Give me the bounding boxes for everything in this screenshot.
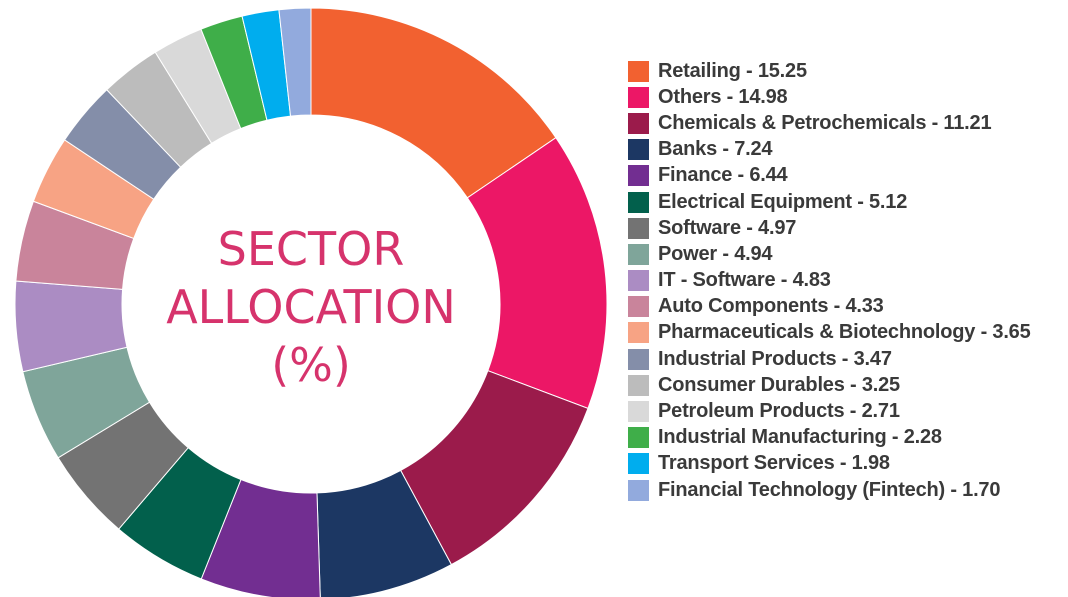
legend-label: Petroleum Products - 2.71 xyxy=(658,400,900,423)
legend-item: Electrical Equipment - 5.12 xyxy=(628,189,1031,215)
legend-item: Others - 14.98 xyxy=(628,84,1031,110)
legend-label: Banks - 7.24 xyxy=(658,138,773,161)
legend-label: Others - 14.98 xyxy=(658,85,788,108)
legend-label: Electrical Equipment - 5.12 xyxy=(658,190,908,213)
legend-label: Consumer Durables - 3.25 xyxy=(658,373,900,396)
legend-label: Transport Services - 1.98 xyxy=(658,452,890,475)
legend-label: Retailing - 15.25 xyxy=(658,59,807,82)
legend-swatch xyxy=(628,479,649,501)
legend-item: Industrial Products - 3.47 xyxy=(628,346,1031,372)
sector-allocation-chart: SECTOR ALLOCATION (%) xyxy=(14,7,608,597)
legend-item: Financial Technology (Fintech) - 1.70 xyxy=(628,477,1031,503)
legend-label: Software - 4.97 xyxy=(658,216,797,239)
legend-swatch xyxy=(628,270,649,292)
legend-swatch xyxy=(628,453,649,475)
legend-swatch xyxy=(628,401,649,423)
legend-item: Pharmaceuticals & Biotechnology - 3.65 xyxy=(628,320,1031,346)
legend-item: IT - Software - 4.83 xyxy=(628,268,1031,294)
legend-label: Industrial Products - 3.47 xyxy=(658,347,892,370)
legend-label: Financial Technology (Fintech) - 1.70 xyxy=(658,478,1001,501)
legend-swatch xyxy=(628,374,649,396)
legend-item: Petroleum Products - 2.71 xyxy=(628,398,1031,424)
legend-swatch xyxy=(628,243,649,265)
legend-item: Retailing - 15.25 xyxy=(628,58,1031,84)
legend-label: Power - 4.94 xyxy=(658,242,773,265)
legend-label: Auto Components - 4.33 xyxy=(658,295,884,318)
chart-title-line-1: SECTOR xyxy=(217,222,405,276)
legend-item: Power - 4.94 xyxy=(628,241,1031,267)
legend-item: Banks - 7.24 xyxy=(628,137,1031,163)
legend-swatch xyxy=(628,112,649,134)
legend-swatch xyxy=(628,296,649,318)
legend-swatch xyxy=(628,60,649,82)
legend-swatch xyxy=(628,139,649,161)
legend-label: Chemicals & Petrochemicals - 11.21 xyxy=(658,111,992,134)
legend-swatch xyxy=(628,348,649,370)
legend-label: Finance - 6.44 xyxy=(658,164,788,187)
legend-item: Software - 4.97 xyxy=(628,215,1031,241)
legend-swatch xyxy=(628,191,649,213)
donut-slice xyxy=(316,469,453,597)
legend-item: Chemicals & Petrochemicals - 11.21 xyxy=(628,110,1031,136)
legend-swatch xyxy=(628,165,649,187)
legend-swatch xyxy=(628,427,649,449)
chart-title-line-3: (%) xyxy=(271,338,351,392)
legend-swatch xyxy=(628,217,649,239)
legend-swatch xyxy=(628,322,649,344)
legend-swatch xyxy=(628,86,649,108)
chart-title-line-2: ALLOCATION xyxy=(166,280,456,334)
donut-slice xyxy=(278,7,312,117)
legend-item: Finance - 6.44 xyxy=(628,163,1031,189)
legend-item: Transport Services - 1.98 xyxy=(628,451,1031,477)
legend-label: Pharmaceuticals & Biotechnology - 3.65 xyxy=(658,321,1031,344)
donut-chart xyxy=(14,7,608,597)
legend-label: Industrial Manufacturing - 2.28 xyxy=(658,426,942,449)
legend-label: IT - Software - 4.83 xyxy=(658,269,831,292)
legend-item: Industrial Manufacturing - 2.28 xyxy=(628,425,1031,451)
legend-item: Auto Components - 4.33 xyxy=(628,294,1031,320)
legend-item: Consumer Durables - 3.25 xyxy=(628,372,1031,398)
chart-legend: Retailing - 15.25 Others - 14.98 Chemicals… xyxy=(628,58,1031,503)
chart-title: SECTOR ALLOCATION (%) xyxy=(121,220,501,394)
